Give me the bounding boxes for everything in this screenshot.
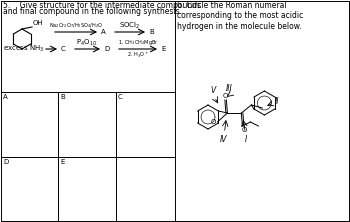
Text: II: II xyxy=(274,97,279,107)
Text: B: B xyxy=(149,29,154,35)
Text: C: C xyxy=(118,94,123,100)
Text: and final compound in the following synthesis.: and final compound in the following synt… xyxy=(3,7,182,16)
Text: 6. Circle the Roman numeral
corresponding to the most acidic
hydrogen in the mol: 6. Circle the Roman numeral correspondin… xyxy=(177,1,303,31)
Text: A: A xyxy=(3,94,8,100)
Text: SOCl$_2$: SOCl$_2$ xyxy=(119,20,141,30)
Text: I: I xyxy=(245,135,247,144)
Text: O: O xyxy=(211,119,216,125)
Text: C: C xyxy=(61,46,66,52)
Text: V: V xyxy=(211,86,216,95)
Text: 1. CH$_3$CH$_2$MgBr: 1. CH$_3$CH$_2$MgBr xyxy=(118,38,159,47)
Text: D: D xyxy=(3,159,8,165)
Text: E: E xyxy=(60,159,64,165)
Text: OH: OH xyxy=(33,20,44,26)
Text: P$_4$O$_{10}$: P$_4$O$_{10}$ xyxy=(76,37,98,48)
Text: D: D xyxy=(104,46,109,52)
Text: III: III xyxy=(226,84,233,93)
Text: O: O xyxy=(223,93,228,99)
Text: excess NH$_3$: excess NH$_3$ xyxy=(3,44,44,54)
Text: A: A xyxy=(101,29,106,35)
Text: B: B xyxy=(60,94,65,100)
Text: E: E xyxy=(161,46,165,52)
Text: O: O xyxy=(242,127,247,133)
Text: IV: IV xyxy=(220,135,227,144)
Text: 2. H$_3$O$^+$: 2. H$_3$O$^+$ xyxy=(127,50,149,60)
Text: 5.    Give structure for the intermediate compounds: 5. Give structure for the intermediate c… xyxy=(3,1,201,10)
Text: Na$_2$Cr$_2$O$_7$/H$_2$SO$_4$/H$_2$O: Na$_2$Cr$_2$O$_7$/H$_2$SO$_4$/H$_2$O xyxy=(49,22,103,30)
